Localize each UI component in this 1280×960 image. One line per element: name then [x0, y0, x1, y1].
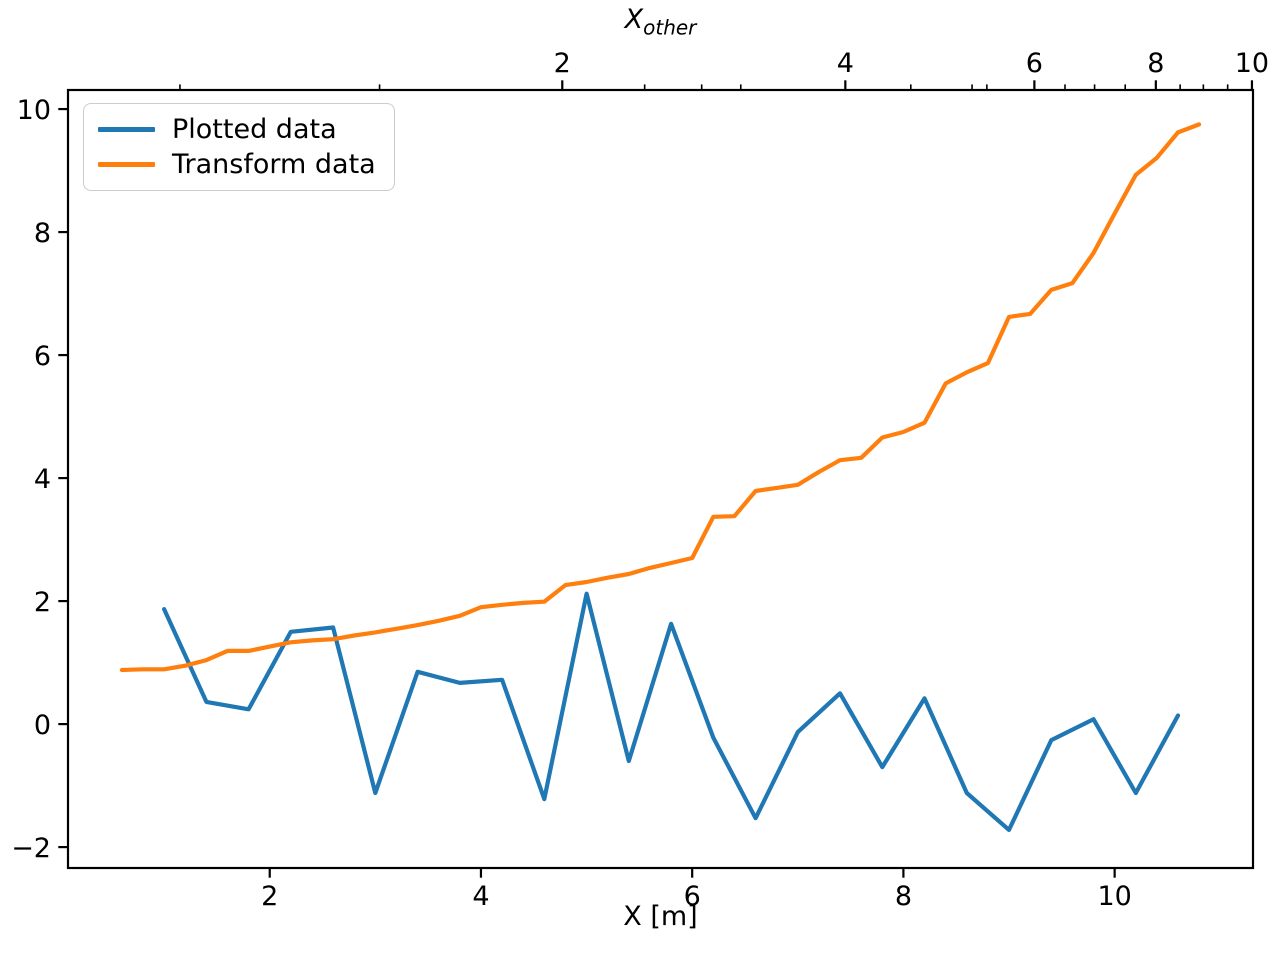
top-axis-label-main: X	[624, 4, 644, 35]
top-axis-label-subscript: other	[643, 15, 697, 40]
legend: Plotted data Transform data	[83, 103, 395, 191]
x-tick-label: 2	[261, 881, 278, 912]
top-axis-label: Xother	[68, 4, 1253, 37]
y-tick-label: 2	[34, 587, 51, 618]
x-tick-label: 4	[472, 881, 489, 912]
top-tick-label: 10	[1235, 48, 1269, 79]
series-line-transform-data	[119, 122, 1202, 673]
y-tick-label: −2	[11, 833, 51, 864]
legend-label-plotted-data: Plotted data	[172, 114, 337, 145]
legend-line-sample-plotted-data	[98, 127, 155, 132]
legend-label-transform-data: Transform data	[172, 149, 376, 180]
legend-item-transform-data: Transform data	[98, 151, 380, 178]
axes-spines	[66, 88, 1255, 870]
top-tick-label: 2	[554, 48, 571, 79]
top-tick-label: 6	[1026, 48, 1043, 79]
top-tick-label: 8	[1147, 48, 1164, 79]
legend-line-sample-transform-data	[98, 162, 155, 167]
y-tick-label: 4	[34, 464, 51, 495]
x-tick-label: 6	[684, 881, 701, 912]
x-tick-label: 10	[1097, 881, 1131, 912]
legend-item-plotted-data: Plotted data	[98, 116, 380, 143]
y-tick-label: 8	[34, 218, 51, 249]
top-tick-label: 4	[837, 48, 854, 79]
series-line-plotted-data	[162, 591, 1181, 833]
x-tick-label: 8	[895, 881, 912, 912]
y-tick-label: 0	[34, 710, 51, 741]
y-tick-label: 10	[17, 95, 51, 126]
x-axis-label: X [m]	[623, 901, 698, 932]
y-tick-label: 6	[34, 341, 51, 372]
